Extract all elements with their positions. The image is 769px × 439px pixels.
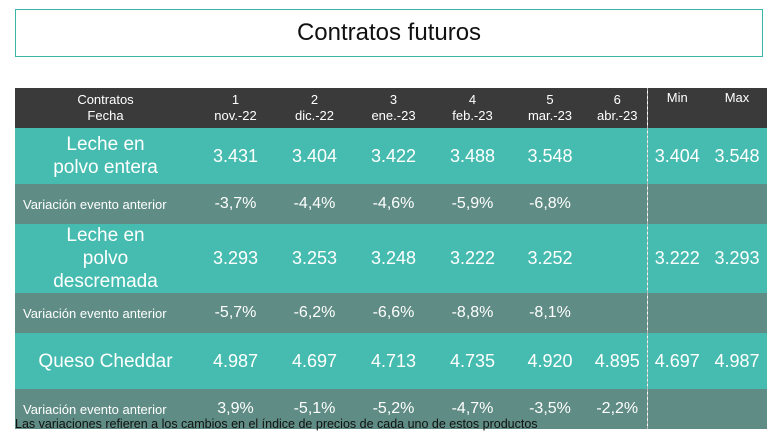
value-cell: 3.252 (512, 224, 588, 293)
max-cell (707, 184, 767, 224)
table-row: Variación evento anterior 3,9% -5,1% -5,… (15, 389, 767, 429)
min-cell: 4.697 (646, 333, 707, 389)
value-cell: 4.697 (275, 333, 354, 389)
contract-date: feb.-23 (452, 108, 493, 123)
row-label: Variación evento anterior (15, 293, 196, 333)
value-cell: 3,9% (196, 389, 275, 429)
value-cell (588, 128, 647, 184)
value-cell: 3.422 (354, 128, 433, 184)
value-cell: -5,1% (275, 389, 354, 429)
header-max: Max (707, 88, 767, 128)
max-cell (707, 293, 767, 333)
header-min-label: Min (666, 90, 688, 105)
contract-number: 5 (546, 92, 554, 107)
row-label-text: Leche en polvo descremada (53, 225, 158, 292)
min-cell (646, 293, 707, 333)
value-cell: -3,7% (196, 184, 275, 224)
value-cell: 3.253 (275, 224, 354, 293)
header-contract-5: 5 mar.-23 (512, 88, 588, 128)
value-cell: -6,2% (275, 293, 354, 333)
header-contract-4: 4 feb.-23 (433, 88, 512, 128)
row-label-text: Leche en polvo entera (53, 134, 158, 178)
header-min: Min (646, 88, 707, 128)
header-contract-3: 3 ene.-23 (354, 88, 433, 128)
futures-table: Contratos Fecha 1 nov.-22 2 dic.-22 3 en… (15, 88, 767, 429)
header-max-label: Max (724, 90, 750, 105)
contract-number: 2 (310, 92, 319, 107)
min-cell (646, 389, 707, 429)
header-contract-1: 1 nov.-22 (196, 88, 275, 128)
value-cell: -4,4% (275, 184, 354, 224)
row-label: Queso Cheddar (15, 333, 196, 389)
min-cell (646, 184, 707, 224)
value-cell: -8,8% (433, 293, 512, 333)
table-row: Variación evento anterior -3,7% -4,4% -4… (15, 184, 767, 224)
contract-date: ene.-23 (371, 108, 416, 123)
contract-number: 6 (613, 92, 621, 107)
contract-number: 1 (231, 92, 240, 107)
min-cell: 3.222 (646, 224, 707, 293)
max-cell (707, 389, 767, 429)
value-cell: -3,5% (512, 389, 588, 429)
contract-number: 3 (389, 92, 398, 107)
value-cell: 3.404 (275, 128, 354, 184)
row-label: Leche en polvo entera (15, 128, 196, 184)
page-title: Contratos futuros (15, 9, 763, 57)
contract-date: dic.-22 (294, 108, 335, 123)
max-cell: 3.293 (707, 224, 767, 293)
value-cell: 3.488 (433, 128, 512, 184)
value-cell: 3.293 (196, 224, 275, 293)
value-cell: -6,8% (512, 184, 588, 224)
value-cell: 3.548 (512, 128, 588, 184)
value-cell: 4.895 (588, 333, 647, 389)
value-cell (588, 293, 647, 333)
contract-number: 4 (468, 92, 477, 107)
contract-date: mar.-23 (527, 108, 573, 123)
header-label-fecha: Fecha (87, 108, 124, 123)
value-cell: 4.713 (354, 333, 433, 389)
header-label-contratos: Contratos (77, 92, 134, 107)
value-cell: -4,7% (433, 389, 512, 429)
value-cell: -5,2% (354, 389, 433, 429)
contract-date: abr.-23 (597, 108, 638, 123)
value-cell: -6,6% (354, 293, 433, 333)
value-cell: -5,9% (433, 184, 512, 224)
header-contract-2: 2 dic.-22 (275, 88, 354, 128)
table-row: Leche en polvo descremada 3.293 3.253 3.… (15, 224, 767, 293)
header-contract-6: 6 abr.-23 (588, 88, 647, 128)
row-label: Variación evento anterior (15, 184, 196, 224)
value-cell (588, 224, 647, 293)
value-cell (588, 184, 647, 224)
row-label: Variación evento anterior (15, 389, 196, 429)
contract-date: nov.-22 (214, 108, 257, 123)
value-cell: -5,7% (196, 293, 275, 333)
max-cell: 3.548 (707, 128, 767, 184)
value-cell: 4.920 (512, 333, 588, 389)
value-cell: 3.431 (196, 128, 275, 184)
value-cell: -8,1% (512, 293, 588, 333)
value-cell: 4.987 (196, 333, 275, 389)
value-cell: -4,6% (354, 184, 433, 224)
table-row: Queso Cheddar 4.987 4.697 4.713 4.735 4.… (15, 333, 767, 389)
value-cell: 3.222 (433, 224, 512, 293)
value-cell: 4.735 (433, 333, 512, 389)
header-label-cell: Contratos Fecha (15, 88, 196, 128)
value-cell: -2,2% (588, 389, 647, 429)
min-cell: 3.404 (646, 128, 707, 184)
max-cell: 4.987 (707, 333, 767, 389)
value-cell: 3.248 (354, 224, 433, 293)
footnote: Las variaciones refieren a los cambios e… (15, 417, 538, 431)
table-row: Variación evento anterior -5,7% -6,2% -6… (15, 293, 767, 333)
row-label: Leche en polvo descremada (15, 224, 196, 293)
header-row: Contratos Fecha 1 nov.-22 2 dic.-22 3 en… (15, 88, 767, 128)
table-row: Leche en polvo entera 3.431 3.404 3.422 … (15, 128, 767, 184)
